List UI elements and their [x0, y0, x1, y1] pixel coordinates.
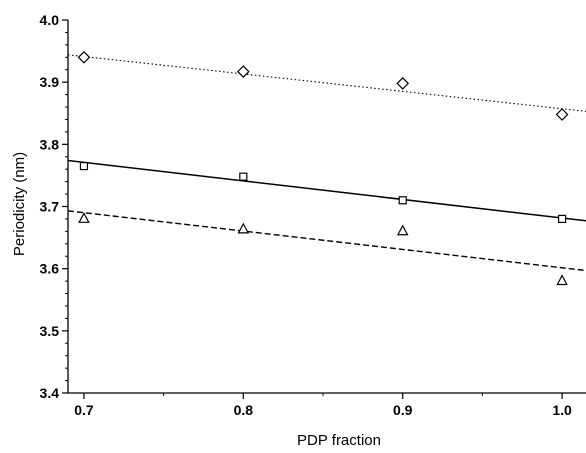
y-tick-label: 3.9 — [40, 74, 60, 90]
square-marker — [239, 172, 248, 181]
triangle-marker — [396, 224, 409, 236]
fit-lines — [67, 54, 586, 272]
triangle-marker — [237, 222, 250, 234]
y-tick-label: 3.8 — [40, 136, 60, 152]
y-tick-label: 3.7 — [40, 199, 60, 215]
diamond-marker — [555, 108, 569, 121]
diamond-marker — [396, 77, 410, 90]
x-tick-label: 0.9 — [393, 402, 413, 418]
y-tick-label: 3.5 — [40, 323, 60, 339]
x-tick-label: 0.7 — [74, 402, 94, 418]
square-marker — [398, 196, 407, 205]
x-axis-title: PDP fraction — [297, 432, 381, 449]
fit-line-diamond — [67, 54, 586, 112]
y-tick-label: 3.6 — [40, 261, 60, 277]
diamond-marker — [77, 50, 91, 64]
fit-line-triangle — [67, 210, 586, 272]
y-axis-title: Periodicity (nm) — [11, 152, 28, 256]
data-markers — [77, 50, 569, 286]
triangle-marker — [556, 274, 568, 286]
square-marker — [557, 214, 567, 224]
y-tick-label: 4.0 — [40, 12, 60, 28]
axes: 3.4 3.5 3.6 3.7 3.8 3.9 4.0 0.7 0.8 0.9 1.0 — [40, 12, 586, 418]
x-tick-label: 1.0 — [552, 402, 572, 418]
triangle-marker — [78, 212, 90, 223]
y-tick-label: 3.4 — [40, 385, 60, 401]
fit-line-square — [67, 159, 586, 222]
square-marker — [79, 161, 89, 171]
diamond-marker — [236, 65, 250, 78]
x-tick-label: 0.8 — [234, 402, 254, 418]
